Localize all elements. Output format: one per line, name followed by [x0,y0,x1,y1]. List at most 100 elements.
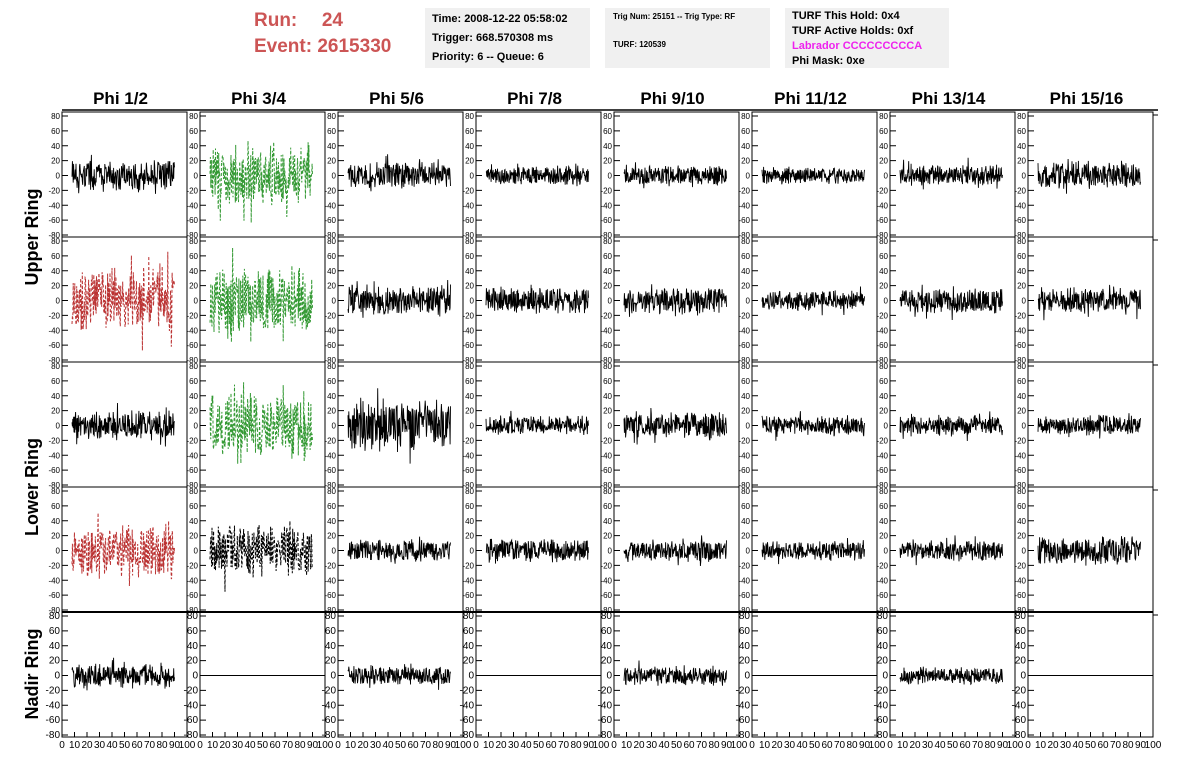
y-tick-label: -80 [48,606,60,615]
y-tick-label: -80 [48,356,60,365]
y-tick-label: 60 [1017,502,1026,511]
y-tick-label: 20 [51,407,60,416]
y-tick-label: 60 [327,252,336,261]
y-tick-label: -20 [460,685,475,696]
y-tick-label: 20 [51,282,60,291]
x-tick-label: 70 [558,740,570,751]
time-text: Time: 2008-12-22 05:58:02 [432,13,568,25]
y-tick-label: 40 [741,142,750,151]
y-tick-label: 20 [877,656,889,667]
x-tick-label: 100 [1145,740,1162,751]
waveform-trace [761,166,865,185]
x-tick-label: 100 [593,740,610,751]
y-tick-label: 0 [332,297,337,306]
y-tick-label: 40 [463,641,475,652]
y-tick-label: -40 [876,451,888,460]
y-tick-label: 40 [603,267,612,276]
y-tick-label: 0 [470,297,475,306]
y-tick-label: -20 [48,561,60,570]
y-tick-label: -80 [600,606,612,615]
y-tick-label: -20 [736,685,751,696]
y-tick-label: -40 [462,201,474,210]
phi-mask-text: Phi Mask: 0xe [792,55,865,67]
y-tick-label: -20 [324,186,336,195]
waveform-trace [485,538,589,564]
y-tick-label: -40 [186,201,198,210]
y-tick-label: -60 [738,591,750,600]
run-label: Run: [254,10,298,31]
y-tick-label: -60 [460,715,475,726]
y-tick-label: 60 [49,626,61,637]
y-tick-label: -60 [600,216,612,225]
y-tick-label: -20 [738,311,750,320]
y-tick-label: -60 [48,216,60,225]
x-tick-label: 60 [131,740,143,751]
y-tick-label: -20 [600,311,612,320]
y-tick-label: 60 [189,127,198,136]
x-tick-label: 70 [696,740,708,751]
column-title: Phi 9/10 [640,89,704,108]
y-tick-label: -40 [1012,700,1027,711]
y-tick-label: -60 [876,216,888,225]
column-title: Phi 5/6 [369,89,424,108]
y-tick-label: 0 [746,297,751,306]
waveform-trace [899,666,1003,686]
waveform-trace [1037,284,1141,321]
y-tick-label: -40 [876,576,888,585]
x-tick-label: 20 [495,740,507,751]
x-tick-label: 70 [420,740,432,751]
y-tick-label: 40 [327,142,336,151]
x-tick-label: 60 [821,740,833,751]
y-tick-label: 40 [327,517,336,526]
waveform-trace [899,411,1003,442]
y-tick-label: -40 [186,326,198,335]
waveform-trace [485,410,589,436]
x-tick-label: 0 [749,740,755,751]
y-tick-label: 60 [327,127,336,136]
y-tick-label: -80 [462,481,474,490]
waveform-trace [209,382,313,464]
y-tick-label: -80 [186,356,198,365]
waveform-trace [761,286,865,316]
y-tick-label: -40 [462,451,474,460]
y-tick-label: -20 [738,436,750,445]
y-tick-label: 60 [879,377,888,386]
y-tick-label: -20 [876,186,888,195]
y-tick-label: -20 [738,561,750,570]
x-tick-label: 10 [759,740,771,751]
x-tick-label: 20 [219,740,231,751]
y-tick-label: -60 [184,715,199,726]
y-tick-label: 0 [194,422,199,431]
y-tick-label: 20 [741,407,750,416]
y-tick-label: -40 [48,326,60,335]
x-tick-label: 90 [169,740,181,751]
y-tick-label: -60 [738,216,750,225]
y-tick-label: -40 [598,700,613,711]
y-tick-label: -20 [462,561,474,570]
y-tick-label: 80 [189,362,198,371]
this-hold-text: TURF This Hold: 0x4 [792,10,900,22]
y-tick-label: 20 [1015,656,1027,667]
y-tick-label: -20 [1014,436,1026,445]
x-tick-label: 90 [445,740,457,751]
y-tick-label: 40 [1017,392,1026,401]
y-tick-label: 20 [327,157,336,166]
y-tick-label: 60 [1015,626,1027,637]
y-tick-label: -60 [876,341,888,350]
y-tick-label: -20 [462,311,474,320]
waveform-trace [71,402,175,447]
y-tick-label: 80 [1015,611,1027,622]
y-tick-label: 20 [1017,282,1026,291]
y-tick-label: -60 [600,591,612,600]
y-tick-label: -20 [1014,186,1026,195]
y-tick-label: 40 [189,517,198,526]
y-tick-label: 80 [327,487,336,496]
y-tick-label: -80 [186,606,198,615]
y-tick-label: 60 [465,377,474,386]
trigger-info-box: Trig Num: 25151 -- Trig Type: RF TURF: 1… [605,8,770,68]
y-tick-label: -80 [460,730,475,741]
waveform-panel [199,611,326,738]
x-tick-label: 70 [972,740,984,751]
y-tick-label: -20 [1014,561,1026,570]
y-tick-label: 60 [1017,252,1026,261]
